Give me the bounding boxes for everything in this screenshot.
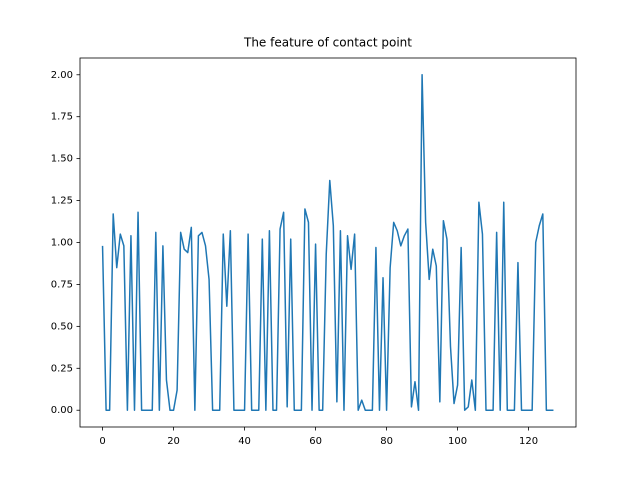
- y-tick-label: 1.00: [51, 238, 73, 249]
- line: [101, 74, 554, 411]
- y-tick-label: 1.75: [51, 112, 73, 123]
- y-tick-label: 0.75: [51, 279, 73, 290]
- y-tick-label: 0.50: [51, 321, 73, 332]
- y-tick-label: 1.25: [51, 196, 73, 207]
- x-tick-label: 0: [99, 436, 105, 447]
- y-tick-label: 0.25: [51, 363, 73, 374]
- x-tick-label: 100: [448, 436, 467, 447]
- x-tick-label: 120: [519, 436, 538, 447]
- x-tick-label: 80: [380, 436, 393, 447]
- x-tick-label: 40: [238, 436, 251, 447]
- y-tick-label: 0.00: [51, 405, 73, 416]
- y-tick-label: 2.00: [51, 70, 73, 81]
- plot-frame: [79, 57, 577, 428]
- chart-title: The feature of contact point: [243, 36, 412, 50]
- y-tick-label: 1.50: [51, 154, 73, 165]
- x-tick-label: 60: [309, 436, 322, 447]
- x-tick-label: 20: [167, 436, 180, 447]
